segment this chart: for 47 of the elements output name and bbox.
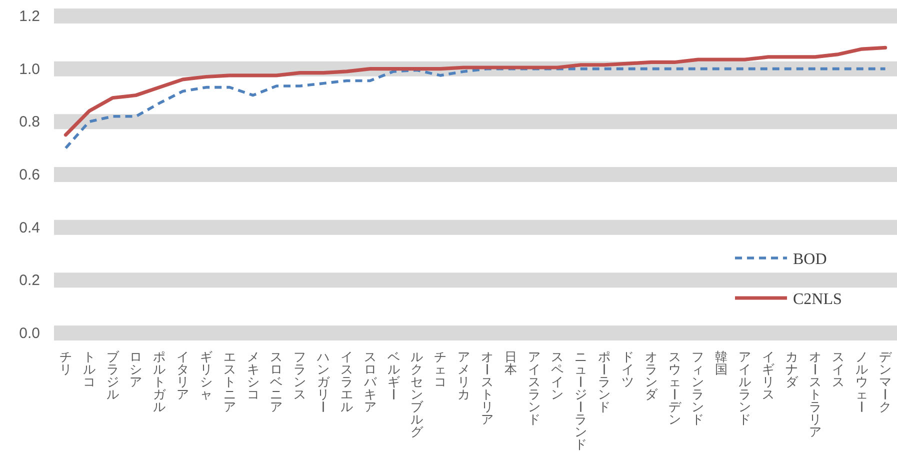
x-tick-label: アメリカ — [458, 349, 471, 402]
legend-label: BOD — [793, 251, 827, 268]
x-tick-label: スロベニア — [270, 349, 284, 414]
x-tick-label: スロバキア — [362, 349, 378, 414]
x-tick-label: エストニア — [223, 349, 236, 414]
y-tick-label: 0.0 — [19, 325, 40, 342]
x-tick-label: オーストリア — [479, 349, 494, 426]
x-tick-label: チリ — [59, 349, 72, 376]
x-tick-label: フランス — [294, 349, 307, 402]
line-series — [64, 67, 887, 150]
x-tick-label: スペイン — [551, 349, 564, 402]
x-tick-label: オランダ — [644, 349, 659, 402]
x-tick-label: ポーランド — [596, 349, 612, 414]
x-tick-label: ブラジル — [106, 349, 120, 402]
x-tick-label: メキシコ — [246, 349, 260, 402]
x-tick-label: カナダ — [785, 349, 800, 389]
x-tick-label: フィンランド — [692, 349, 705, 426]
x-tick-label: ポルトガル — [153, 349, 168, 414]
y-tick-label: 0.8 — [19, 114, 40, 131]
x-tick-label: ルクセンブルグ — [410, 349, 425, 439]
x-tick-label: イタリア — [176, 349, 190, 402]
x-tick-label: ロシア — [130, 349, 143, 389]
x-tick-label: スイス — [832, 349, 846, 389]
x-tick-label: ギリシャ — [200, 349, 213, 402]
y-tick-label: 1.0 — [19, 60, 40, 78]
x-tick-label: デンマーク — [878, 349, 894, 414]
x-tick-label: イスラエル — [340, 349, 354, 414]
legend-label: C2NLS — [793, 291, 842, 308]
line-series — [64, 46, 888, 137]
x-tick-label: トルコ — [82, 349, 96, 389]
x-tick-label: ニュージーランド — [573, 349, 588, 452]
x-tick-label: ドイツ — [621, 349, 634, 389]
x-tick-label: 日本 — [504, 349, 518, 376]
y-tick-label: 0.2 — [19, 272, 40, 290]
y-tick-label: 1.2 — [19, 8, 40, 25]
x-tick-label: ベルギー — [386, 349, 401, 401]
x-tick-label: アイスランド — [528, 349, 541, 426]
x-tick-label: アイルランド — [738, 349, 752, 426]
y-tick-label: 0.4 — [19, 219, 40, 236]
x-tick-label: オーストラリア — [807, 349, 822, 439]
x-tick-label: ハンガリー — [316, 349, 332, 414]
x-tick-label: ノルウェー — [854, 349, 870, 414]
x-tick-label: チェコ — [434, 349, 448, 389]
x-tick-label: 韓国 — [715, 349, 728, 376]
x-tick-label: スウェーデン — [666, 349, 682, 426]
x-tick-label: イギリス — [762, 349, 775, 402]
y-tick-label: 0.6 — [19, 166, 40, 184]
